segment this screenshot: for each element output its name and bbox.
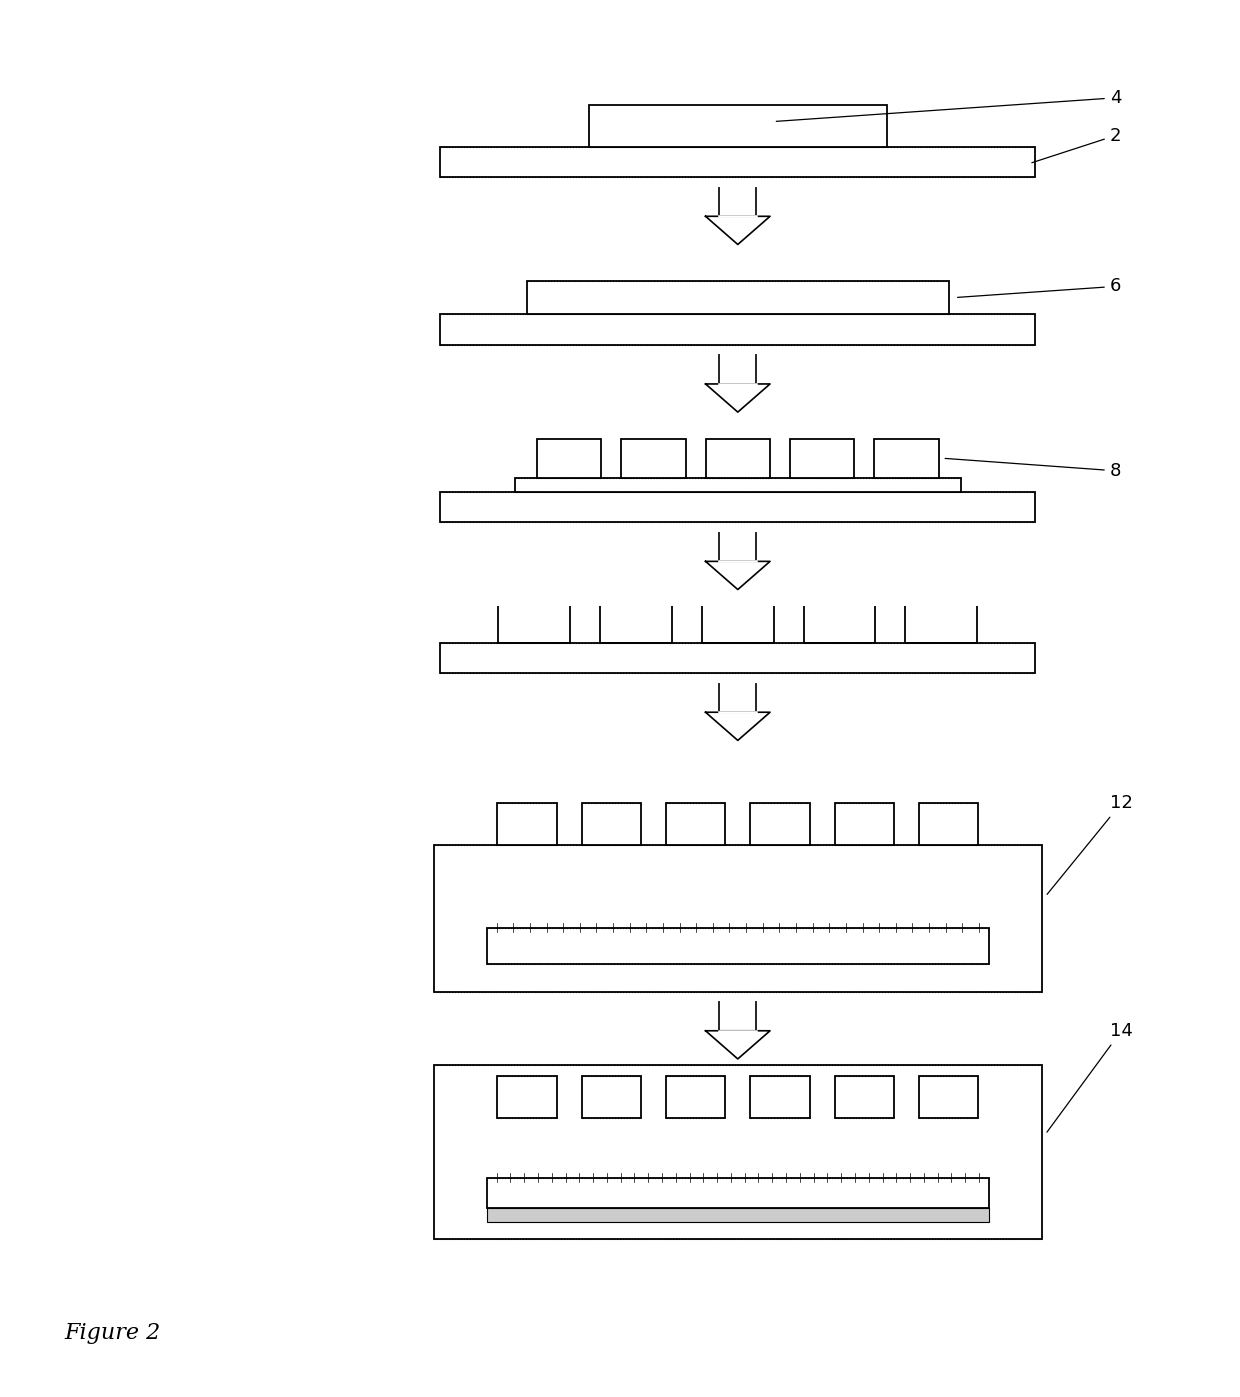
Text: 8: 8: [945, 458, 1121, 479]
Bar: [719, 186, 756, 217]
Bar: [497, 803, 557, 845]
Bar: [589, 105, 887, 147]
Polygon shape: [706, 1031, 770, 1059]
Bar: [750, 1076, 810, 1118]
Text: 4: 4: [776, 89, 1121, 122]
Bar: [666, 803, 725, 845]
Bar: [486, 1208, 988, 1222]
Bar: [835, 803, 894, 845]
Bar: [515, 478, 961, 492]
Bar: [582, 1076, 641, 1118]
Polygon shape: [706, 712, 770, 740]
Text: 14: 14: [1047, 1023, 1132, 1132]
Bar: [719, 1000, 756, 1031]
Bar: [434, 845, 1042, 992]
Polygon shape: [706, 562, 770, 590]
Bar: [527, 281, 949, 314]
Bar: [719, 353, 756, 384]
Bar: [919, 1076, 978, 1118]
Bar: [874, 439, 939, 478]
Text: Figure 2: Figure 2: [64, 1322, 161, 1344]
Bar: [440, 314, 1035, 345]
Bar: [440, 492, 1035, 522]
Polygon shape: [706, 384, 770, 412]
Bar: [486, 1178, 988, 1208]
Bar: [497, 1076, 557, 1118]
Bar: [750, 803, 810, 845]
Bar: [919, 803, 978, 845]
Text: 6: 6: [957, 278, 1121, 298]
Bar: [790, 439, 854, 478]
Bar: [706, 439, 770, 478]
Bar: [719, 682, 756, 712]
Bar: [440, 643, 1035, 673]
Text: 2: 2: [1032, 127, 1121, 162]
Bar: [582, 803, 641, 845]
Bar: [666, 1076, 725, 1118]
Bar: [621, 439, 686, 478]
Bar: [486, 928, 988, 964]
Bar: [434, 1065, 1042, 1239]
Polygon shape: [706, 217, 770, 244]
Text: 12: 12: [1047, 795, 1132, 894]
Bar: [835, 1076, 894, 1118]
Bar: [440, 147, 1035, 177]
Bar: [719, 531, 756, 562]
Bar: [537, 439, 601, 478]
